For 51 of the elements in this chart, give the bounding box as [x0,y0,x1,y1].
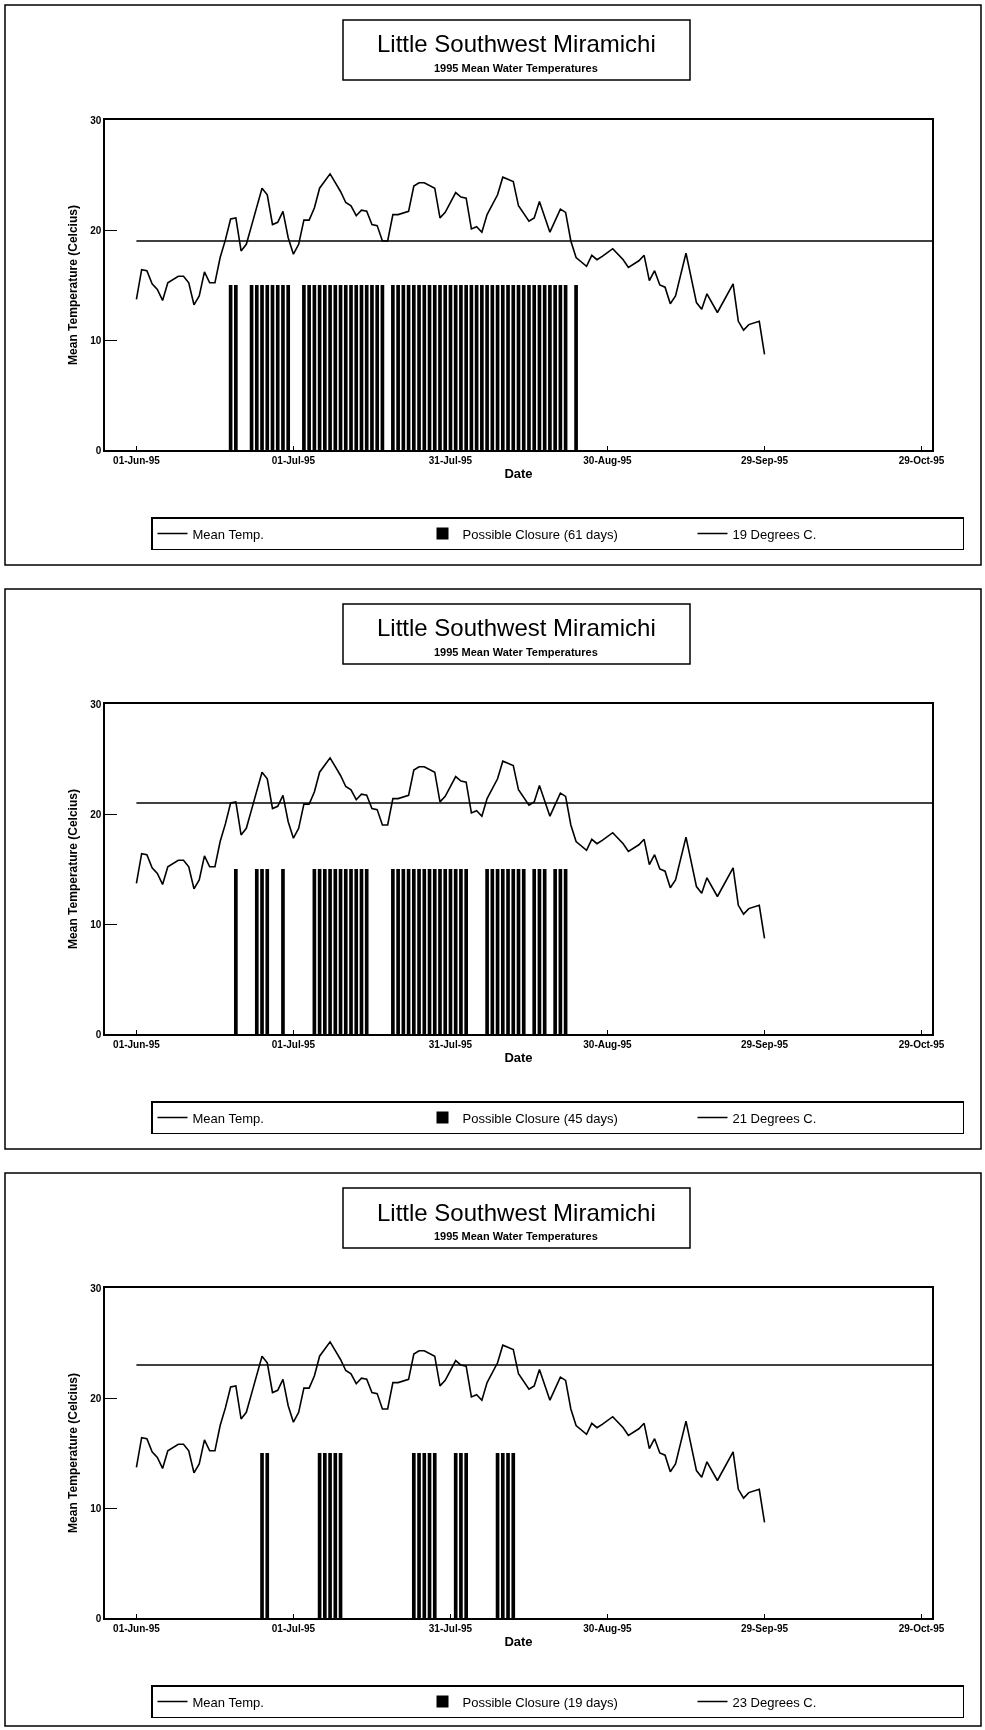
y-axis-title: Mean Temperature (Celcius) [65,205,80,365]
chart-title: Little Southwest Miramichi [377,1199,656,1226]
x-tick-label: 01-Jul-95 [271,1038,316,1050]
x-tick-label: 01-Jun-95 [113,1622,161,1634]
legend-label: Mean Temp. [192,1110,264,1126]
y-tick-label: 20 [90,1392,102,1404]
x-axis-title: Date [504,465,533,481]
x-tick-label: 30-Aug-95 [583,454,633,466]
x-tick-label: 01-Jul-95 [271,1622,316,1634]
x-tick-label: 29-Sep-95 [740,454,789,466]
y-axis-title: Mean Temperature (Celcius) [65,789,80,949]
y-tick-label: 30 [90,1282,102,1294]
x-axis-title: Date [504,1633,533,1649]
x-tick-label: 29-Sep-95 [740,1038,789,1050]
y-tick-label: 0 [95,444,102,456]
x-tick-label: 30-Aug-95 [583,1038,633,1050]
y-tick-label: 20 [90,224,102,236]
x-tick-label: 29-Sep-95 [740,1622,789,1634]
x-tick-label: 29-Oct-95 [898,1038,945,1050]
x-tick-label: 29-Oct-95 [898,454,945,466]
legend-label: 23 Degrees C. [732,1694,817,1710]
legend-label: Possible Closure (19 days) [462,1694,618,1710]
chart-subtitle: 1995 Mean Water Temperatures [434,646,598,658]
y-tick-label: 10 [90,1502,102,1514]
x-tick-label: 01-Jun-95 [113,454,161,466]
y-tick-label: 10 [90,334,102,346]
y-tick-label: 10 [90,918,102,930]
y-tick-label: 0 [95,1028,102,1040]
chart-title: Little Southwest Miramichi [377,614,656,641]
x-tick-label: 31-Jul-95 [428,1038,473,1050]
legend-label: 19 Degrees C. [732,526,817,542]
x-tick-label: 31-Jul-95 [428,1622,473,1634]
y-tick-label: 30 [90,114,102,126]
chart-title: Little Southwest Miramichi [377,30,656,57]
x-tick-label: 01-Jul-95 [271,454,316,466]
chart-subtitle: 1995 Mean Water Temperatures [434,62,598,74]
legend-label: 21 Degrees C. [732,1110,817,1126]
legend-label: Mean Temp. [192,526,264,542]
y-axis-title: Mean Temperature (Celcius) [65,1373,80,1533]
x-tick-label: 30-Aug-95 [583,1622,633,1634]
x-tick-label: 31-Jul-95 [428,454,473,466]
x-tick-label: 01-Jun-95 [113,1038,161,1050]
x-axis-title: Date [504,1049,533,1065]
y-tick-label: 20 [90,808,102,820]
chart-subtitle: 1995 Mean Water Temperatures [434,1230,598,1242]
x-tick-label: 29-Oct-95 [898,1622,945,1634]
y-tick-label: 30 [90,698,102,710]
y-tick-label: 0 [95,1612,102,1624]
legend-label: Possible Closure (61 days) [462,526,618,542]
legend-label: Mean Temp. [192,1694,264,1710]
legend-label: Possible Closure (45 days) [462,1110,618,1126]
